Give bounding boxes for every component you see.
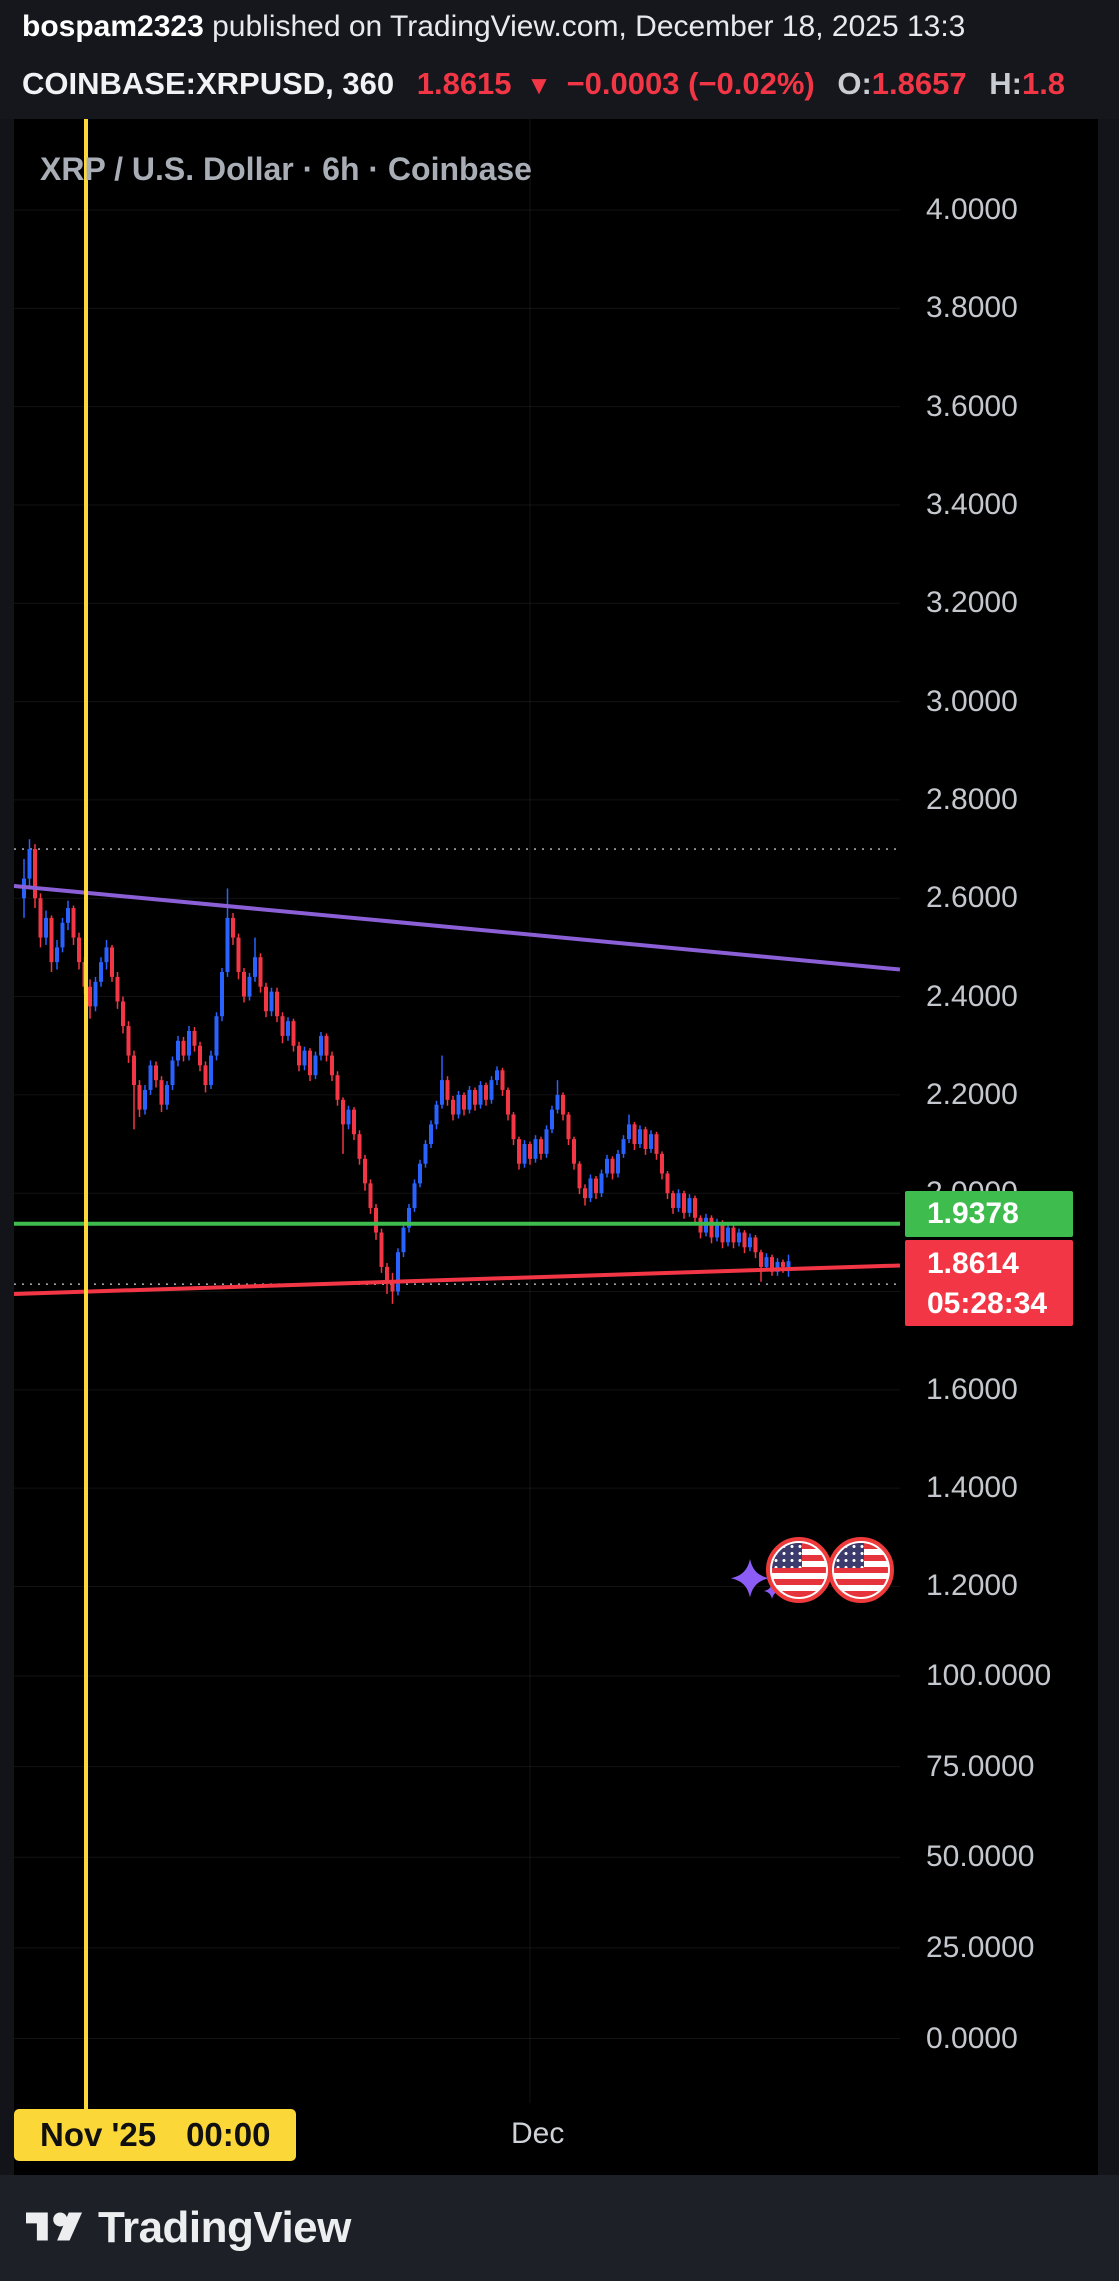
open-value: 1.8657	[871, 66, 967, 101]
tradingview-wordmark[interactable]: TradingView	[98, 2203, 351, 2252]
bar-countdown: 05:28:34	[927, 1287, 1048, 1320]
open-label: O:	[837, 66, 872, 101]
high-label: H:	[989, 66, 1022, 101]
candlestick-chart-canvas[interactable]	[14, 119, 1098, 2175]
last-price-badge: 1.8614 05:28:34	[905, 1240, 1073, 1326]
symbol-status-line: COINBASE:XRPUSD, 360 1.8615 ▼ −0.0003 (−…	[22, 66, 1112, 102]
us-flag-stripes	[772, 1543, 826, 1597]
price-axis-label: 2.6000	[926, 881, 1018, 915]
lower-scale-axis-label: 50.0000	[926, 1840, 1035, 1874]
price-axis-label: 2.8000	[926, 782, 1018, 816]
symbol-name: COINBASE:XRPUSD, 360	[22, 66, 395, 101]
us-flag-sticker	[828, 1537, 894, 1603]
price-axis-label: 4.0000	[926, 193, 1018, 226]
price-axis-label: 2.2000	[926, 1077, 1018, 1111]
horizontal-line-price-badge: 1.9378	[905, 1191, 1073, 1237]
last-price: 1.8615	[416, 66, 512, 101]
price-axis-label: 2.4000	[926, 979, 1018, 1013]
sparkle-icon	[730, 1559, 780, 1599]
high-value: 1.8	[1021, 66, 1066, 101]
author-username[interactable]: bospam2323	[22, 10, 204, 43]
lower-scale-axis-label: 0.0000	[926, 2021, 1018, 2055]
price-axis-label: 3.2000	[926, 586, 1018, 620]
price-axis-label: 3.8000	[926, 291, 1018, 325]
time-axis-month-label: Dec	[511, 2117, 565, 2150]
lower-scale-axis-label: 25.0000	[926, 1930, 1035, 1964]
price-axis-label: 3.4000	[926, 487, 1018, 521]
vertical-line-date: Nov '25	[40, 2116, 157, 2153]
vertical-line-clock: 00:00	[186, 2116, 271, 2153]
price-axis-label: 1.6000	[926, 1372, 1018, 1406]
publication-header: bospam2323 published on TradingView.com,…	[0, 0, 1119, 119]
publication-line: bospam2323 published on TradingView.com,…	[22, 10, 1112, 44]
last-price-value: 1.8614	[927, 1247, 1019, 1280]
us-flag-canton	[772, 1543, 802, 1568]
us-flag-sticker	[766, 1537, 832, 1603]
price-axis-label: 3.6000	[926, 389, 1018, 423]
us-flag-stripes	[834, 1543, 888, 1597]
lower-scale-axis-label: 100.0000	[926, 1659, 1052, 1692]
price-change: −0.0003 (−0.02%)	[566, 66, 815, 101]
price-axis-label: 1.4000	[926, 1471, 1018, 1505]
down-triangle-icon: ▼	[526, 70, 552, 100]
price-axis-label: 1.2000	[926, 1569, 1018, 1603]
tradingview-logo[interactable]	[26, 2206, 82, 2250]
chart-title: XRP / U.S. Dollar · 6h · Coinbase	[40, 151, 532, 187]
vertical-line-time-badge: Nov '25 00:00	[14, 2109, 297, 2161]
horizontal-line-price: 1.9378	[927, 1197, 1019, 1230]
chart-area[interactable]: XRP / U.S. Dollar · 6h · Coinbase 4.0000…	[14, 119, 1098, 2175]
price-axis-label: 3.0000	[926, 684, 1018, 718]
publication-text: published on TradingView.com, December 1…	[203, 10, 966, 43]
us-flag-canton	[834, 1543, 864, 1568]
lower-scale-axis-label: 75.0000	[926, 1749, 1035, 1783]
tradingview-footer: TradingView	[0, 2175, 1119, 2281]
